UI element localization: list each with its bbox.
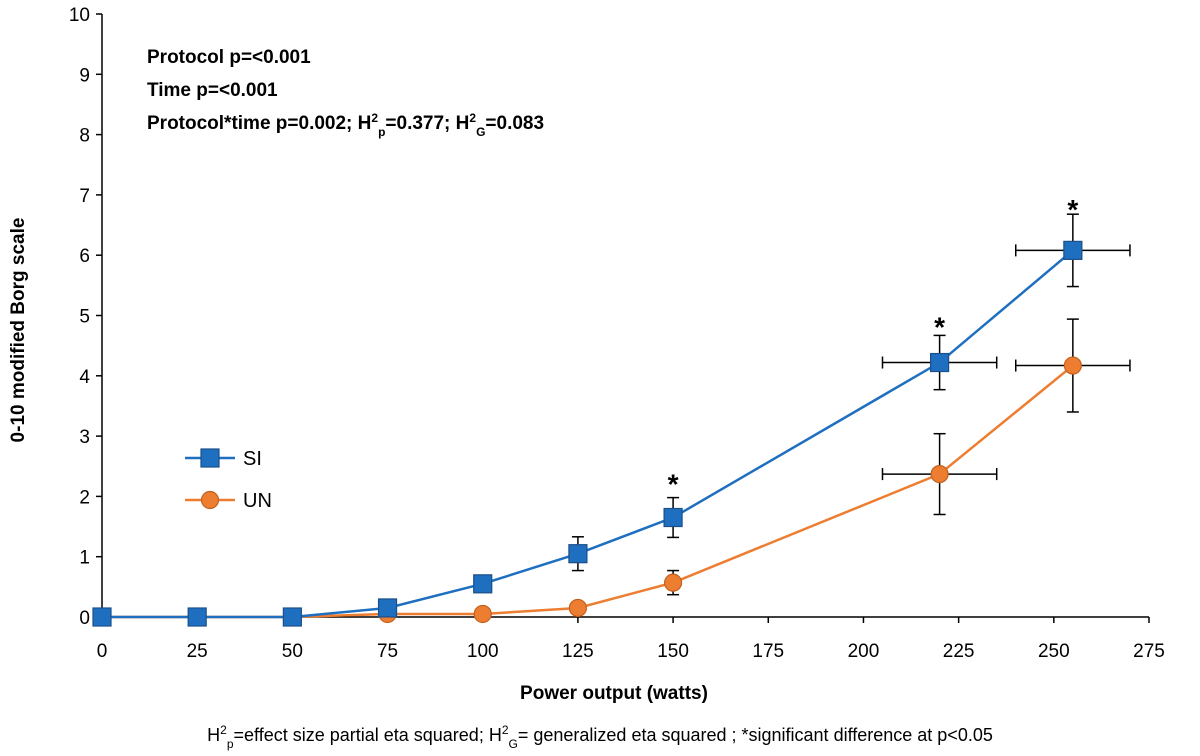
data-markers xyxy=(92,240,1083,627)
data-point-UN xyxy=(930,464,949,484)
footnote-sup-2: 2 xyxy=(502,723,509,737)
data-point-SI xyxy=(187,607,207,627)
x-tick-label: 75 xyxy=(377,641,398,662)
stats-interaction-prefix: Protocol*time p=0.002; Η xyxy=(147,113,371,134)
data-point-SI xyxy=(92,607,112,627)
data-point-SI xyxy=(568,544,588,564)
x-tick-label: 150 xyxy=(657,641,689,662)
x-tick-label: 175 xyxy=(752,641,784,662)
x-tick-label: 25 xyxy=(187,641,208,662)
stats-interaction-mid: =0.377; Η xyxy=(385,113,469,134)
legend: SI UN xyxy=(185,448,272,512)
significance-marker: * xyxy=(668,468,679,499)
x-tick-label: 100 xyxy=(467,641,499,662)
x-tick-label: 275 xyxy=(1133,641,1165,662)
x-ticks: 0 25 50 75 100 125 150 175 200 225 250 275 xyxy=(97,617,1165,662)
footnote-sub-1: p xyxy=(227,737,234,751)
significance-annotations: * * * xyxy=(668,194,1079,499)
x-tick-label: 225 xyxy=(943,641,975,662)
y-ticks: 0 1 2 3 4 5 6 7 8 9 10 xyxy=(69,5,102,629)
y-tick-label: 3 xyxy=(79,427,90,448)
stats-interaction-suffix: =0.083 xyxy=(485,113,544,134)
data-point-SI xyxy=(377,598,398,618)
y-tick-label: 7 xyxy=(79,186,90,207)
data-point-SI xyxy=(473,574,493,594)
y-tick-label: 8 xyxy=(79,126,90,147)
data-point-SI xyxy=(1063,240,1083,260)
legend-label-UN: UN xyxy=(243,490,272,512)
y-tick-label: 6 xyxy=(79,246,90,267)
stats-sup-2: 2 xyxy=(469,111,476,125)
stats-sub-1: p xyxy=(378,125,385,139)
legend-marker-SI xyxy=(200,448,220,468)
x-axis-title: Power output (watts) xyxy=(520,683,708,704)
stats-interaction: Protocol*time p=0.002; Η2p=0.377; Η2G=0.… xyxy=(147,111,544,139)
legend-label-SI: SI xyxy=(243,448,262,470)
stats-sup-1: 2 xyxy=(371,111,378,125)
x-tick-label: 250 xyxy=(1038,641,1070,662)
axes: 0 1 2 3 4 5 6 7 8 9 10 0 25 50 75 100 125 150 175 200 225 25… xyxy=(69,5,1165,662)
x-tick-label: 50 xyxy=(282,641,303,662)
y-tick-label: 10 xyxy=(69,5,90,26)
y-tick-label: 5 xyxy=(79,307,90,328)
error-bars xyxy=(476,213,1131,596)
y-tick-label: 2 xyxy=(79,487,90,508)
data-point-SI xyxy=(929,352,950,373)
footnote-sub-2: G xyxy=(509,737,518,751)
y-tick-label: 1 xyxy=(79,548,90,569)
x-tick-label: 200 xyxy=(848,641,880,662)
footnote-eta-1: Η xyxy=(207,725,220,745)
y-tick-label: 9 xyxy=(79,65,90,86)
footnote-text-2: =effect size partial eta squared; Η xyxy=(234,725,502,745)
stats-time: Time p=<0.001 xyxy=(147,80,278,101)
stats-annotation: Protocol p=<0.001 Time p=<0.001 Protocol… xyxy=(147,47,544,139)
data-point-SI xyxy=(282,607,302,627)
footnote-sup-1: 2 xyxy=(220,723,227,737)
y-axis-title: 0-10 modified Borg scale xyxy=(8,218,29,443)
y-tick-label: 4 xyxy=(79,367,90,388)
data-point-UN xyxy=(663,573,683,592)
significance-marker: * xyxy=(1067,194,1078,225)
data-point-UN xyxy=(568,598,588,618)
significance-marker: * xyxy=(934,312,945,343)
footnote-text-3: = generalized eta squared ; *significant… xyxy=(518,725,993,745)
stats-protocol: Protocol p=<0.001 xyxy=(147,47,311,68)
x-tick-label: 125 xyxy=(562,641,594,662)
y-tick-label: 0 xyxy=(79,608,90,629)
x-tick-label: 0 xyxy=(97,641,108,662)
data-point-UN xyxy=(1063,356,1082,375)
data-point-SI xyxy=(663,507,683,528)
data-point-UN xyxy=(473,604,492,624)
stats-sub-2: G xyxy=(476,125,485,139)
legend-marker-UN xyxy=(200,490,220,510)
footnote: Η2p=effect size partial eta squared; Η2G… xyxy=(207,723,993,751)
